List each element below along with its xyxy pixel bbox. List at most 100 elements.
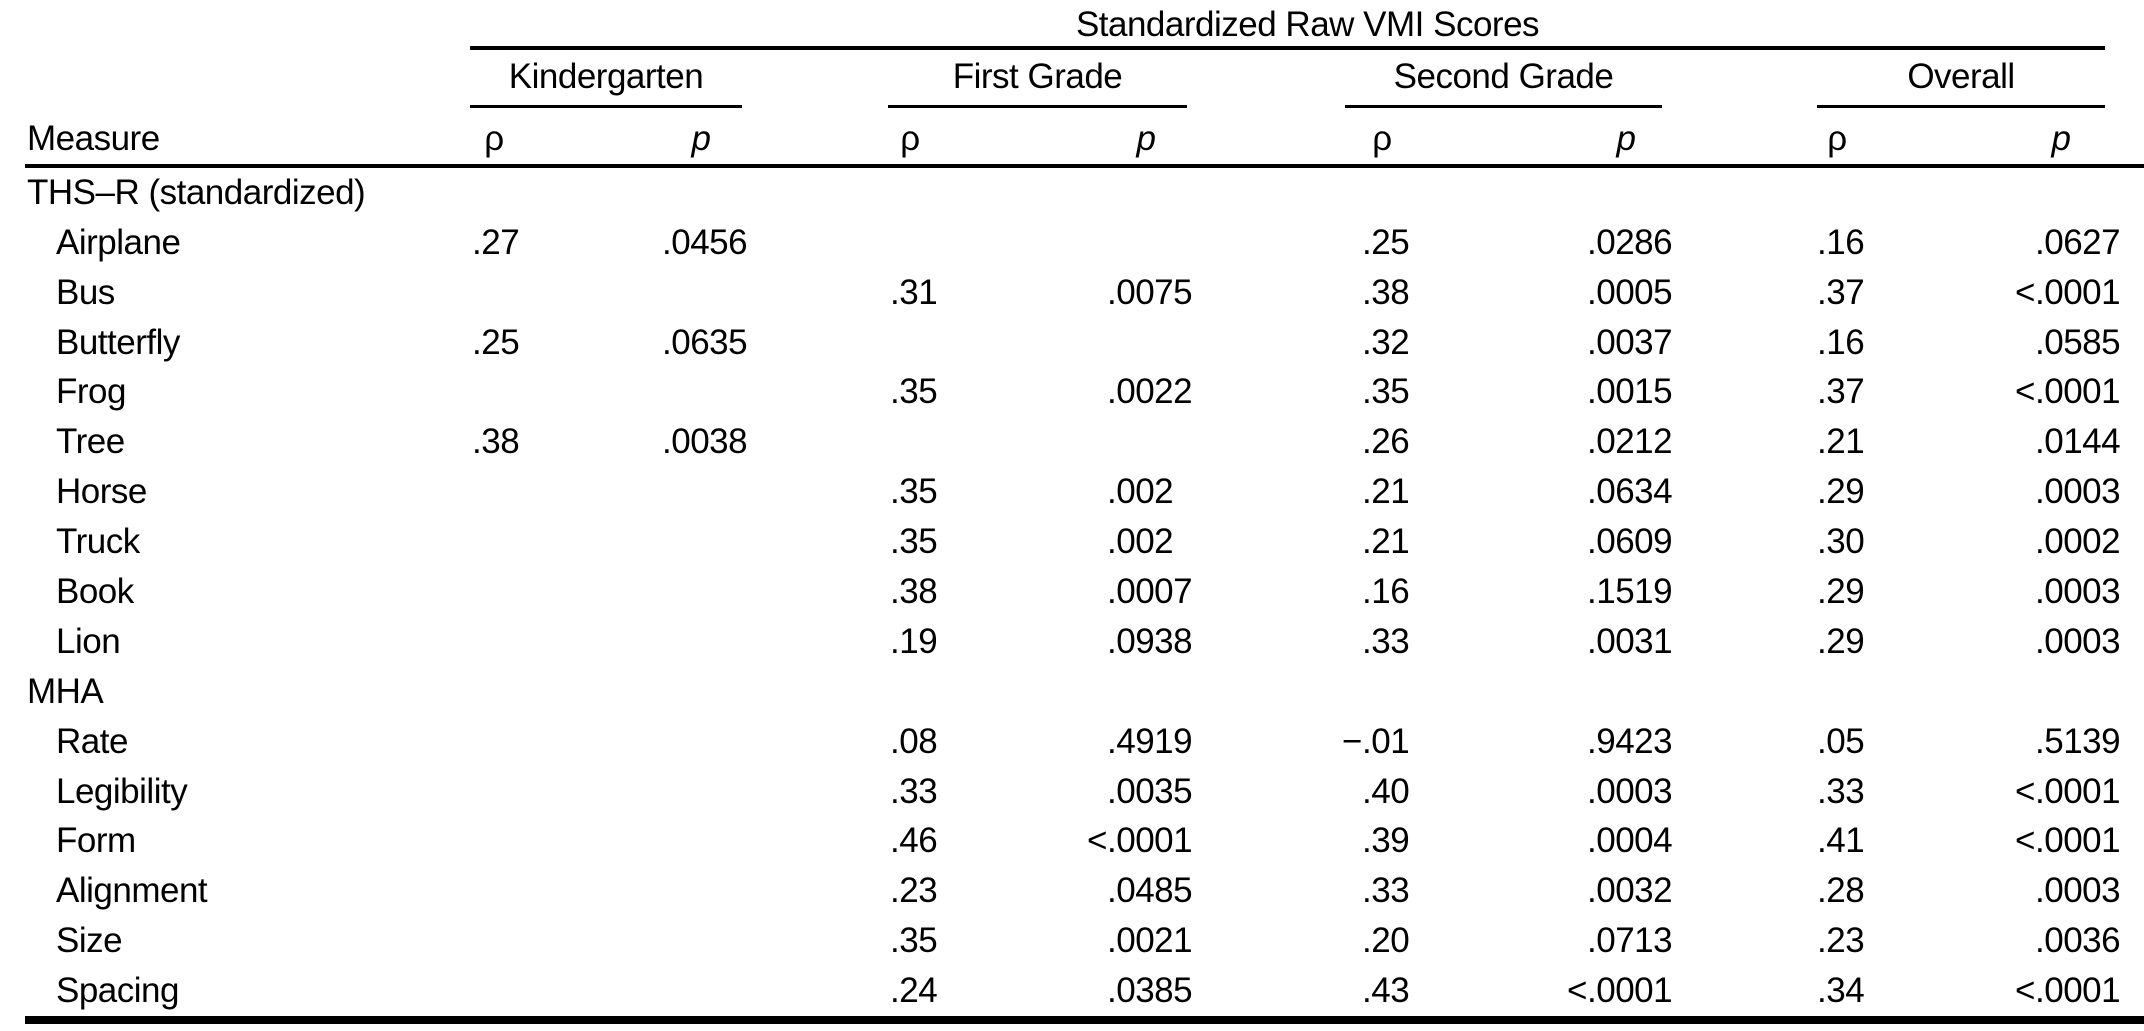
- cell-rho-overall: .28: [1817, 871, 1865, 911]
- cell-rho-second-grade: .25: [1362, 222, 1410, 262]
- table-row: Truck .35 .002 .21 .0609 .30 .0002: [0, 517, 2144, 567]
- cell-rho-first-grade: .35: [890, 372, 938, 412]
- cell-p-overall: .0003: [2035, 472, 2121, 512]
- col-header-rho-first-grade: ρ: [900, 119, 920, 158]
- cell-p-kindergarten: .0635: [662, 322, 748, 362]
- cell-rho-overall: .37: [1817, 372, 1865, 412]
- cell-rho-first-grade: .35: [890, 522, 938, 562]
- table-row: Frog .35 .0022 .35 .0015 .37 < .0001: [0, 368, 2144, 418]
- group-header-kindergarten: Kindergarten: [470, 56, 742, 108]
- cell-rho-overall: .21: [1817, 422, 1865, 462]
- cell-p-first-grade: .4919: [1107, 721, 1193, 761]
- cell-p-first-grade: .0007: [1107, 571, 1193, 611]
- row-label: Truck: [56, 522, 140, 562]
- col-header-rho-second-grade: ρ: [1372, 119, 1392, 158]
- cell-p-first-grade: .002: [1107, 522, 1174, 562]
- table-row: MHA: [0, 667, 2144, 717]
- table-row: Butterfly .25 .0635 .32 .0037 .16 .0585: [0, 318, 2144, 368]
- cell-rho-first-grade: .33: [890, 771, 938, 811]
- cell-rho-second-grade: .20: [1362, 921, 1410, 961]
- col-header-rho-overall: ρ: [1827, 119, 1847, 158]
- table-body: THS–R (standardized) Airplane .27 .0456 .2…: [0, 168, 2144, 1016]
- cell-p-overall: .0627: [2035, 222, 2121, 262]
- cell-p-second-grade: .0609: [1587, 522, 1673, 562]
- cell-p-overall: < .0001: [2015, 771, 2121, 811]
- cell-p-overall: .5139: [2035, 721, 2121, 761]
- table-row: Alignment .23 .0485 .33 .0032 .28 .0003: [0, 866, 2144, 916]
- cell-rho-overall: .34: [1817, 971, 1865, 1011]
- col-header-p-kindergarten: p: [691, 119, 711, 158]
- col-header-rho-kindergarten: ρ: [484, 119, 504, 158]
- table-row: Lion .19 .0938 .33 .0031 .29 .0003: [0, 617, 2144, 667]
- cell-rho-first-grade: .31: [890, 272, 938, 312]
- cell-p-overall: < .0001: [2015, 272, 2121, 312]
- table-row: Spacing .24 .0385 .43 < .0001 .34 < .0001: [0, 966, 2144, 1016]
- table-row: Horse .35 .002 .21 .0634 .29 .0003: [0, 467, 2144, 517]
- cell-rho-first-grade: .24: [890, 971, 938, 1011]
- cell-rho-first-grade: .35: [890, 921, 938, 961]
- cell-p-kindergarten: .0038: [662, 422, 748, 462]
- cell-rho-kindergarten: .25: [472, 322, 520, 362]
- cell-rho-second-grade: .43: [1362, 971, 1410, 1011]
- cell-p-kindergarten: .0456: [662, 222, 748, 262]
- cell-p-second-grade: .0015: [1587, 372, 1673, 412]
- cell-rho-first-grade: .23: [890, 871, 938, 911]
- cell-p-first-grade: .0022: [1107, 372, 1193, 412]
- cell-rho-second-grade: .26: [1362, 422, 1410, 462]
- row-label: Lion: [56, 621, 121, 661]
- row-label: Book: [56, 571, 134, 611]
- row-label: Rate: [56, 721, 128, 761]
- cell-rho-second-grade: .33: [1362, 871, 1410, 911]
- cell-rho-overall: .16: [1817, 322, 1865, 362]
- cell-p-overall: .0003: [2035, 571, 2121, 611]
- cell-rho-second-grade: .35: [1362, 372, 1410, 412]
- table-row: Form .46 < .0001 .39 .0004 .41 < .0001: [0, 816, 2144, 866]
- cell-p-first-grade: .0035: [1107, 771, 1193, 811]
- row-label: Spacing: [56, 971, 179, 1011]
- cell-p-second-grade: .0713: [1587, 921, 1673, 961]
- group-header-first-grade: First Grade: [888, 56, 1187, 108]
- row-label: Alignment: [56, 871, 208, 911]
- row-label: Size: [56, 921, 123, 961]
- cell-rho-overall: .29: [1817, 472, 1865, 512]
- cell-rho-overall: .29: [1817, 621, 1865, 661]
- cell-p-first-grade: .0075: [1107, 272, 1193, 312]
- cell-rho-kindergarten: .27: [472, 222, 520, 262]
- table-bottom-rule: [25, 1016, 2144, 1024]
- row-label: Frog: [56, 372, 126, 412]
- cell-p-overall: .0003: [2035, 871, 2121, 911]
- cell-p-overall: .0585: [2035, 322, 2121, 362]
- cell-p-overall: .0002: [2035, 522, 2121, 562]
- cell-p-overall: .0036: [2035, 921, 2121, 961]
- row-label: Form: [56, 821, 136, 861]
- cell-rho-overall: .37: [1817, 272, 1865, 312]
- cell-rho-overall: .29: [1817, 571, 1865, 611]
- cell-rho-second-grade: .38: [1362, 272, 1410, 312]
- cell-rho-first-grade: .19: [890, 621, 938, 661]
- cell-p-first-grade: .0938: [1107, 621, 1193, 661]
- cell-rho-overall: .23: [1817, 921, 1865, 961]
- row-label: Legibility: [56, 771, 188, 811]
- cell-p-second-grade: .0005: [1587, 272, 1673, 312]
- table-row: Book .38 .0007 .16 .1519 .29 .0003: [0, 567, 2144, 617]
- cell-rho-first-grade: .46: [890, 821, 938, 861]
- cell-p-second-grade: .0004: [1587, 821, 1673, 861]
- cell-rho-second-grade: .40: [1362, 771, 1410, 811]
- table-row: Legibility .33 .0035 .40 .0003 .33 < .0001: [0, 767, 2144, 817]
- cell-rho-second-grade: .33: [1362, 621, 1410, 661]
- table-row: Size .35 .0021 .20 .0713 .23 .0036: [0, 916, 2144, 966]
- cell-rho-overall: .41: [1817, 821, 1865, 861]
- table-row: Airplane .27 .0456 .25 .0286 .16 .0627: [0, 218, 2144, 268]
- cell-rho-overall: .30: [1817, 522, 1865, 562]
- row-label: Tree: [56, 422, 125, 462]
- cell-rho-second-grade: .32: [1362, 322, 1410, 362]
- row-label: Horse: [56, 472, 147, 512]
- row-label: Bus: [56, 272, 115, 312]
- row-label: MHA: [27, 671, 104, 711]
- row-label: THS–R (standardized): [27, 172, 366, 212]
- cell-rho-second-grade: .16: [1362, 571, 1410, 611]
- cell-p-overall: < .0001: [2015, 821, 2121, 861]
- cell-p-first-grade: .0385: [1107, 971, 1193, 1011]
- table-row: Bus .31 .0075 .38 .0005 .37 < .0001: [0, 268, 2144, 318]
